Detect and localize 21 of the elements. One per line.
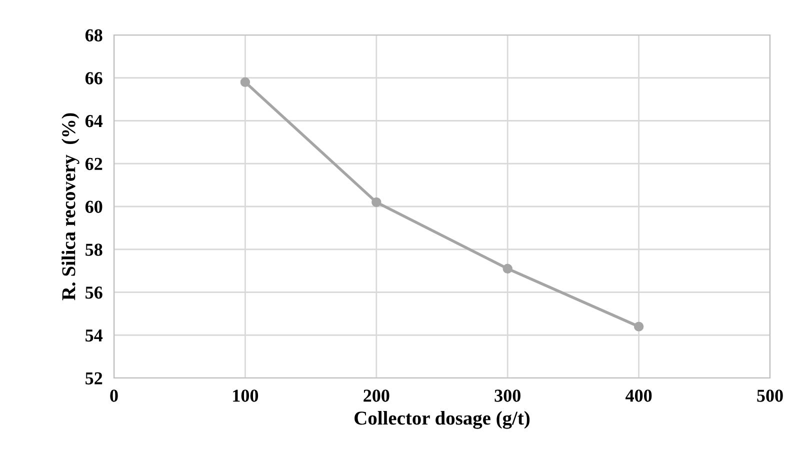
point — [502, 264, 512, 274]
y-axis-title: R. Silica recovery (%) — [62, 113, 80, 300]
x-tick-label: 500 — [757, 390, 783, 402]
y-tick-label: 54 — [86, 330, 103, 342]
y-tick-label: 58 — [86, 244, 102, 256]
x-tick-label: 400 — [626, 390, 652, 402]
point — [372, 197, 382, 208]
y-tick-label: 62 — [85, 158, 102, 170]
y-tick-label: 66 — [85, 72, 102, 84]
x-tick-label: 0 — [110, 390, 118, 402]
y-tick-label: 52 — [86, 372, 102, 384]
y-tick-label: 68 — [85, 29, 102, 42]
y-tick-label: 56 — [86, 286, 102, 299]
x-tick-label: 300 — [494, 390, 520, 402]
y-tick-label: 64 — [85, 115, 103, 128]
x-axis-title: Collector dosage (g/t) — [354, 411, 530, 429]
x-tick-label: 100 — [233, 390, 258, 402]
x-tick-label: 200 — [364, 390, 390, 402]
y-tick-label: 60 — [85, 200, 102, 213]
point — [240, 77, 250, 88]
point — [634, 322, 644, 332]
